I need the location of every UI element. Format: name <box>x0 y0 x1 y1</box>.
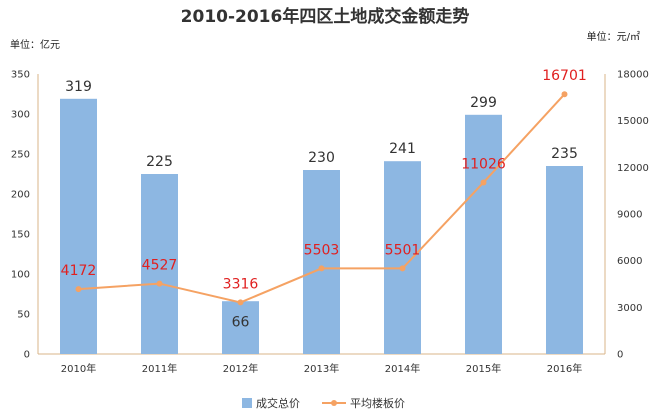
left-tick-label: 0 <box>24 350 30 361</box>
right-tick-label: 9000 <box>617 210 642 221</box>
right-tick-label: 18000 <box>617 70 649 81</box>
line-point <box>318 265 325 272</box>
bar-series <box>60 98 583 354</box>
line-point <box>237 299 244 306</box>
bar-value-label: 235 <box>551 146 578 162</box>
bar <box>60 98 97 354</box>
legend-line-label: 平均楼板价 <box>350 396 405 410</box>
line-point <box>480 179 487 186</box>
line-value-label: 4527 <box>142 258 178 274</box>
chart-title: 2010-2016年四区土地成交金额走势 <box>181 6 470 27</box>
bar <box>303 170 340 354</box>
x-tick-label: 2010年 <box>61 362 96 375</box>
bar-value-label: 230 <box>308 150 335 166</box>
left-tick-label: 150 <box>11 230 30 241</box>
bar-value-label: 299 <box>470 95 497 111</box>
left-tick-label: 250 <box>11 150 30 161</box>
x-tick-label: 2015年 <box>466 362 501 375</box>
legend: 成交总价 平均楼板价 <box>242 396 405 410</box>
bar <box>465 114 502 354</box>
x-tick-label: 2016年 <box>547 362 582 375</box>
legend-bar-label: 成交总价 <box>256 396 300 410</box>
axes: 0 50 100 150 200 250 300 350 0 3000 6000 9000 12000 1… <box>11 70 649 376</box>
bar <box>546 166 583 354</box>
data-labels: 319 225 66 230 241 299 235 4172 4527 3316 5503 5501… <box>61 68 587 330</box>
line-value-label: 11026 <box>461 156 506 172</box>
right-tick-label: 3000 <box>617 303 642 314</box>
line-point <box>561 91 568 98</box>
x-tick-label: 2012年 <box>223 362 258 375</box>
legend-bar-swatch <box>242 398 252 408</box>
left-tick-label: 350 <box>11 70 30 81</box>
left-axis-unit: 单位：亿元 <box>10 38 60 51</box>
right-tick-label: 0 <box>617 350 623 361</box>
line-value-label: 4172 <box>61 263 97 279</box>
right-tick-label: 15000 <box>617 116 649 127</box>
bar <box>222 301 259 354</box>
line-value-label: 16701 <box>542 68 587 84</box>
line-value-label: 3316 <box>223 276 259 292</box>
legend-line-marker <box>331 400 337 406</box>
left-tick-label: 100 <box>11 270 30 281</box>
left-tick-label: 300 <box>11 110 30 121</box>
bar-value-label: 319 <box>65 79 92 95</box>
bar <box>141 174 178 354</box>
right-axis-unit: 单位：元/㎡ <box>587 30 640 43</box>
bar <box>384 161 421 354</box>
line-series <box>75 91 568 306</box>
x-tick-label: 2014年 <box>385 362 420 375</box>
bar-value-label: 241 <box>389 141 416 157</box>
bar-value-label: 66 <box>232 314 250 330</box>
line-point <box>399 265 406 272</box>
right-tick-label: 12000 <box>617 163 649 174</box>
line-value-label: 5501 <box>385 242 421 258</box>
left-tick-label: 200 <box>11 190 30 201</box>
bar-value-label: 225 <box>146 154 173 170</box>
line-value-label: 5503 <box>304 242 340 258</box>
left-tick-label: 50 <box>17 310 30 321</box>
right-tick-label: 6000 <box>617 256 642 267</box>
line-point <box>156 280 163 287</box>
x-tick-label: 2013年 <box>304 362 339 375</box>
x-tick-label: 2011年 <box>142 362 177 375</box>
line-point <box>75 286 82 293</box>
